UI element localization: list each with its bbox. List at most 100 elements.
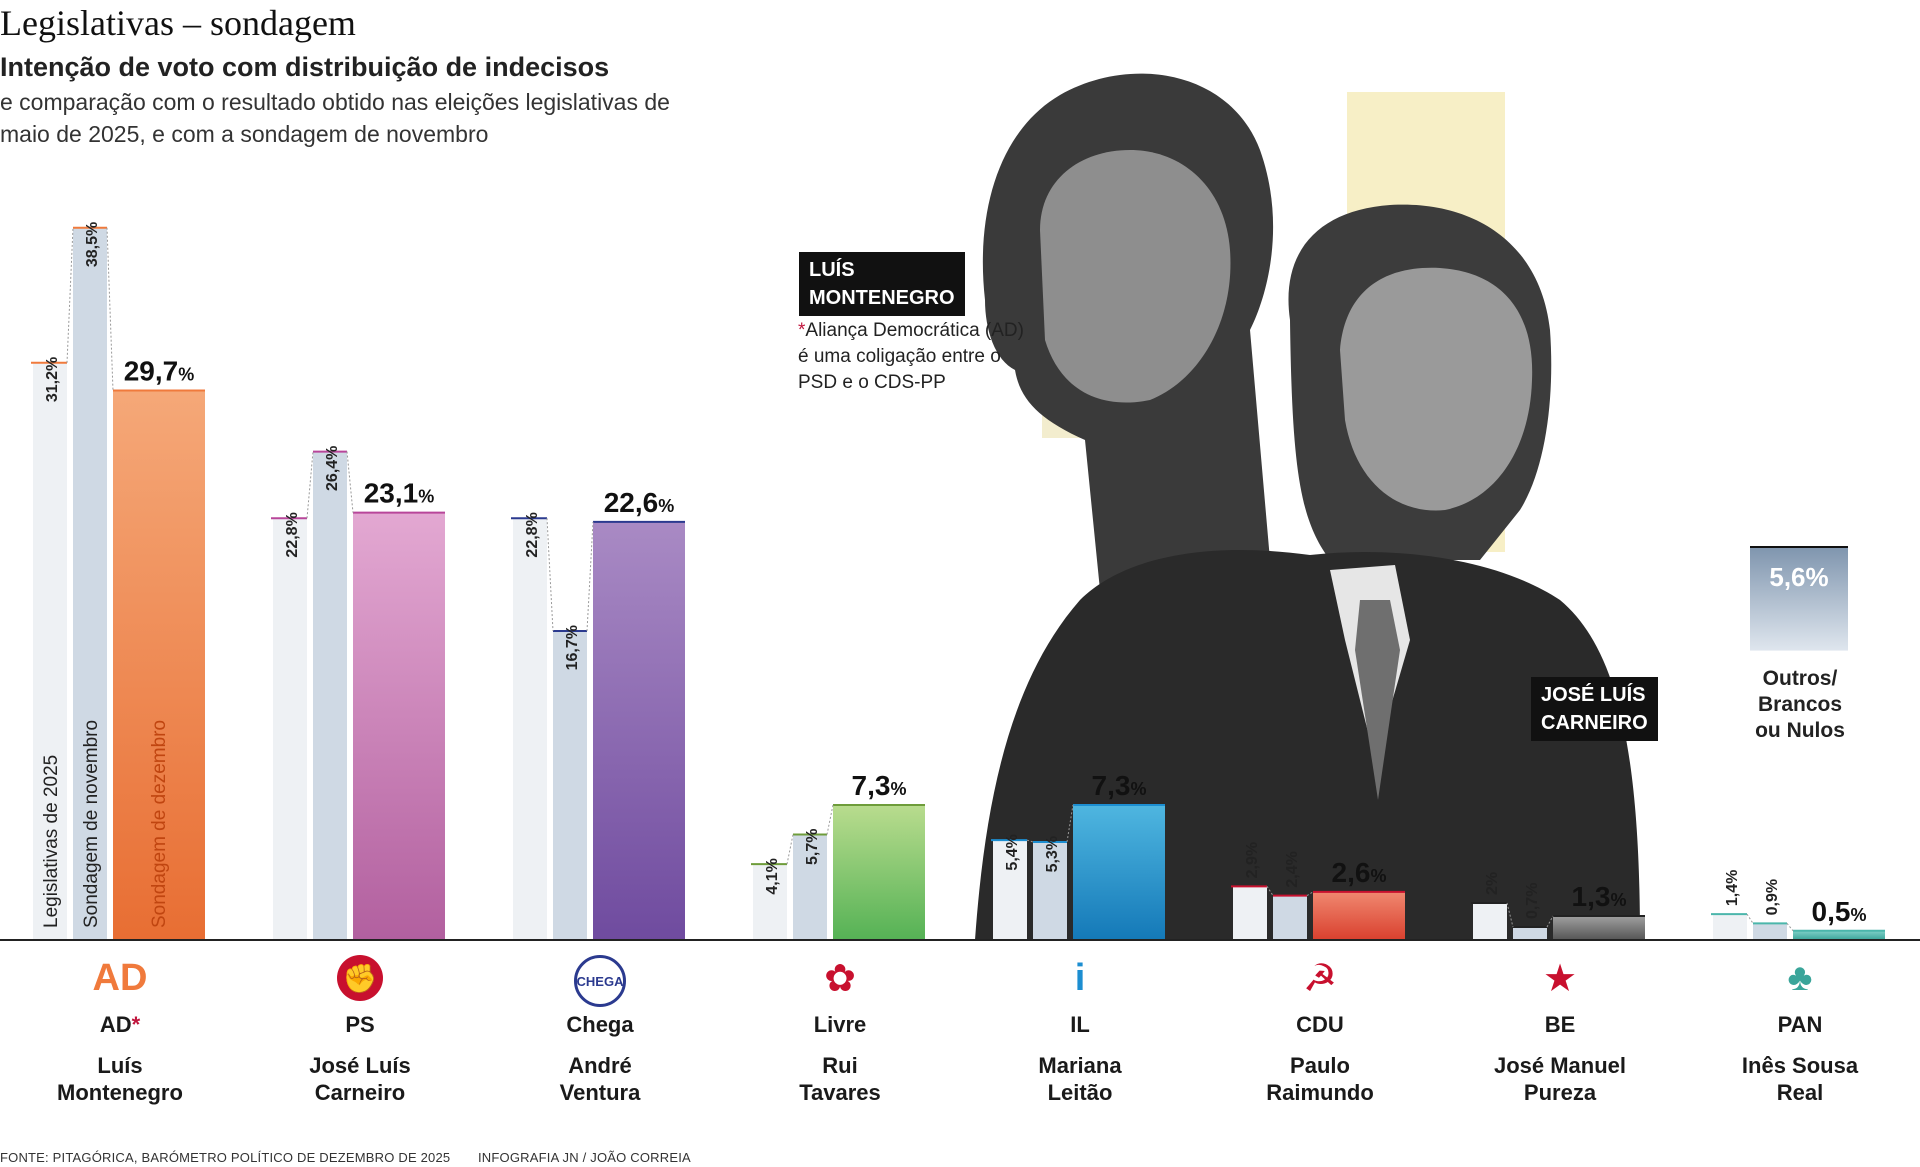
bar-chega-3: [593, 521, 685, 940]
value-label-be-2: 0,7%: [1524, 883, 1541, 919]
connector-livre-1: [786, 834, 794, 865]
bar-group-livre: 4,1% 5,7% 7,3%: [751, 770, 925, 940]
leader-line2: Pureza: [1523, 1080, 1597, 1105]
value-label-be-3: 1,3%: [1572, 881, 1627, 912]
bar-livre-3: [833, 804, 925, 940]
name-tag-carneiro-line2: CARNEIRO: [1541, 712, 1648, 734]
bars-layer: 31,2% 38,5% 29,7% Legislativas de 2025 Sonda…: [31, 222, 1885, 940]
footnote-asterisk: *: [798, 320, 806, 341]
chart-title: Legislativas – sondagem: [0, 3, 356, 43]
leader-line2: Raimundo: [1266, 1080, 1374, 1105]
name-tag-carneiro: JOSÉ LUÍS CARNEIRO: [1531, 677, 1658, 741]
credit-note: INFOGRAFIA JN / JOÃO CORREIA: [478, 1150, 691, 1165]
value-label-pan-3: 0,5%: [1812, 896, 1867, 927]
value-label-il-2: 5,3%: [1044, 836, 1061, 872]
value-percent-il: %: [1130, 779, 1146, 799]
value-percent-pan: %: [1850, 905, 1866, 925]
leader-line1: André: [568, 1053, 632, 1078]
value-percent-chega: %: [658, 496, 674, 516]
value-label-ps-3: 23,1%: [364, 478, 435, 509]
bar-pan-2: [1753, 923, 1787, 940]
leader-line1: Mariana: [1038, 1053, 1122, 1078]
leader-line1: José Luís: [309, 1053, 411, 1078]
bar-group-ps: 22,8% 26,4% 23,1%: [271, 446, 445, 940]
others-label-line3: ou Nulos: [1755, 719, 1845, 742]
party-logo-chega-icon: CHEGA: [574, 955, 626, 1007]
connector-pan-1: [1746, 913, 1754, 924]
party-column-il: IL Mariana Leitão: [960, 1012, 1200, 1106]
bar-pan-1: [1713, 914, 1747, 940]
value-label-ps-1: 22,8%: [284, 512, 301, 557]
chart-subtitle: Intenção de voto com distribuição de ind…: [0, 52, 610, 82]
party-name-pan: PAN: [1680, 1012, 1920, 1038]
bar-be-1: [1473, 903, 1507, 940]
bar-cdu-3: [1313, 891, 1405, 940]
party-name-cdu: CDU: [1200, 1012, 1440, 1038]
value-label-pan-2: 0,9%: [1764, 879, 1781, 915]
value-number-il: 7,3: [1092, 770, 1131, 801]
leader-line1: Rui: [822, 1053, 858, 1078]
value-label-ps-2: 26,4%: [324, 446, 341, 491]
party-logo-cdu-icon: ☭: [1302, 957, 1338, 1000]
leader-line1: Paulo: [1290, 1053, 1350, 1078]
bar-be-3: [1553, 915, 1645, 940]
value-label-cdu-2: 2,4%: [1284, 851, 1301, 887]
value-percent-ad: %: [178, 365, 194, 385]
bar-pan-3: [1793, 930, 1885, 940]
connector-pan-2: [1786, 923, 1794, 932]
value-percent-be: %: [1610, 890, 1626, 910]
others-layer: 5,6%: [1750, 546, 1848, 651]
party-name-chega: Chega: [480, 1012, 720, 1038]
party-column-chega: Chega André Ventura: [480, 1012, 720, 1106]
bar-cdu-2: [1273, 895, 1307, 940]
bar-ps-2: [313, 451, 347, 940]
party-column-livre: Livre Rui Tavares: [720, 1012, 960, 1106]
connector-cdu-2: [1306, 891, 1314, 897]
bar-cdu-1: [1233, 886, 1267, 940]
bar-group-be: 2% 0,7% 1,3%: [1471, 872, 1645, 940]
bar-be-2: [1513, 927, 1547, 940]
value-number-cdu: 2,6: [1332, 857, 1371, 888]
party-name-ad: AD*: [0, 1012, 240, 1038]
party-column-pan: PAN Inês Sousa Real: [1680, 1012, 1920, 1106]
others-label-line1: Outros/: [1762, 667, 1838, 690]
footnote-text: Aliança Democrática (AD) é uma coligação…: [798, 320, 1024, 393]
bar-livre-2: [793, 834, 827, 940]
leader-line2: Real: [1776, 1080, 1824, 1105]
connector-livre-2: [826, 804, 834, 835]
bar-ps-3: [353, 512, 445, 940]
series-label-1: Legislativas de 2025: [41, 755, 62, 928]
bar-ad-1: [33, 362, 67, 940]
value-number-pan: 0,5: [1812, 896, 1851, 927]
bar-group-cdu: 2,9% 2,4% 2,6%: [1231, 842, 1405, 940]
party-name-text: AD: [99, 1012, 132, 1037]
party-name-text: Chega: [566, 1012, 634, 1037]
chart-description: e comparação com o resultado obtido nas …: [0, 89, 670, 147]
value-percent-cdu: %: [1370, 866, 1386, 886]
value-number-ad: 29,7: [124, 356, 179, 387]
bar-il-3: [1073, 804, 1165, 940]
leader-line1: Inês Sousa: [1741, 1053, 1859, 1078]
connector-ps-1: [306, 451, 314, 519]
bar-chega-2: [553, 631, 587, 940]
value-label-livre-3: 7,3%: [852, 770, 907, 801]
leader-line2: Montenegro: [57, 1080, 183, 1105]
party-name-text: IL: [1070, 1012, 1090, 1037]
bar-group-il: 5,4% 5,3% 7,3%: [991, 770, 1165, 940]
value-label-chega-2: 16,7%: [564, 625, 581, 670]
value-number-chega: 22,6: [604, 487, 659, 518]
party-name-ps: PS: [240, 1012, 480, 1038]
party-name-text: CDU: [1296, 1012, 1344, 1037]
party-logo-ad-icon: AD: [92, 956, 148, 999]
bar-livre-1: [753, 864, 787, 940]
name-tag-montenegro-line2: MONTENEGRO: [809, 287, 955, 309]
value-label-chega-3: 22,6%: [604, 487, 675, 518]
party-asterisk: *: [131, 1012, 141, 1037]
source-note: FONTE: PITAGÓRICA, BARÓMETRO POLÍTICO DE…: [0, 1150, 451, 1165]
value-label-pan-1: 1,4%: [1724, 870, 1741, 906]
bar-ad-3: [113, 390, 205, 940]
value-label-il-3: 7,3%: [1092, 770, 1147, 801]
party-name-il: IL: [960, 1012, 1200, 1038]
connector-chega-2: [586, 521, 594, 632]
value-label-cdu-3: 2,6%: [1332, 857, 1387, 888]
